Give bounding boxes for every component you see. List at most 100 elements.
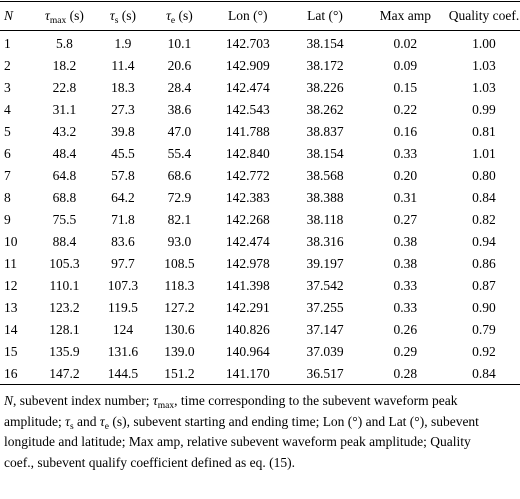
table-cell: 0.82 [472, 212, 496, 227]
table-cell: 142.909 [225, 58, 270, 73]
header-lat: Lat (°) [307, 8, 343, 23]
table-cell: 68.8 [52, 190, 77, 205]
table-cell: 144.5 [107, 366, 139, 381]
table-row: 7 64.8 57.8 68.6 142.772 38.568 0.20 0.80 [0, 165, 520, 187]
table-cell: 0.33 [393, 146, 418, 161]
table-cell: 142.543 [225, 102, 270, 117]
table-row: 10 88.4 83.6 93.0 142.474 38.316 0.38 0.94 [0, 231, 520, 253]
table-row: 16 147.2 144.5 151.2 141.170 36.517 0.28 0.84 [0, 363, 520, 385]
table-cell: 0.31 [393, 190, 418, 205]
table-cell: 36.517 [306, 366, 344, 381]
table-footnote: N, subevent index number; τmax, time cor… [4, 393, 479, 470]
header-quality-coef: Quality coef. [448, 8, 520, 23]
table-body: 1 5.8 1.9 10.1 142.703 38.154 0.02 1.00 2 18.2 11.… [0, 29, 520, 385]
table-cell: 0.84 [472, 366, 496, 381]
table-cell: 131.6 [107, 344, 139, 359]
table-row: 3 22.8 18.3 28.4 142.474 38.226 0.15 1.03 [0, 77, 520, 99]
table-cell: 0.92 [472, 344, 496, 359]
table-row: 11 105.3 97.7 108.5 142.978 39.197 0.38 0.86 [0, 253, 520, 275]
table-cell: 13 [4, 300, 18, 315]
table-cell: 31.1 [52, 102, 77, 117]
table-cell: 0.02 [393, 36, 418, 51]
table-cell: 147.2 [49, 366, 80, 381]
table-cell: 11.4 [111, 58, 135, 73]
header-tau-s: τs (s) [109, 8, 137, 26]
table-cell: 110.1 [49, 278, 80, 293]
table-cell: 0.15 [393, 80, 418, 95]
table-cell: 38.262 [306, 102, 344, 117]
table-cell: 142.474 [225, 80, 270, 95]
table-row: 12 110.1 107.3 118.3 141.398 37.542 0.33 0.87 [0, 275, 520, 297]
table-cell: 1 [4, 36, 11, 51]
table-cell: 142.703 [225, 36, 270, 51]
table-cell: 28.4 [167, 80, 192, 95]
table-cell: 130.6 [164, 322, 195, 337]
table-row: 9 75.5 71.8 82.1 142.268 38.118 0.27 0.82 [0, 209, 520, 231]
table-cell: 0.16 [393, 124, 418, 139]
table-row: 4 31.1 27.3 38.6 142.543 38.262 0.22 0.99 [0, 99, 520, 121]
table-cell: 0.99 [472, 102, 496, 117]
table-cell: 8 [4, 190, 11, 205]
table-cell: 142.772 [225, 168, 270, 183]
table-cell: 12 [4, 278, 18, 293]
table-cell: 64.8 [52, 168, 77, 183]
table-cell: 141.398 [225, 278, 270, 293]
table-cell: 124 [112, 322, 134, 337]
table-cell: 64.2 [111, 190, 135, 205]
bottom-rule [0, 384, 520, 385]
table-cell: 72.9 [167, 190, 192, 205]
table-cell: 38.154 [306, 146, 344, 161]
table-cell: 27.3 [111, 102, 135, 117]
table-cell: 6 [4, 146, 11, 161]
table-cell: 0.33 [393, 300, 418, 315]
table-row: 5 43.2 39.8 47.0 141.788 38.837 0.16 0.81 [0, 121, 520, 143]
table-cell: 142.978 [225, 256, 270, 271]
header-lon: Lon (°) [228, 8, 268, 23]
header-tau-e: τe (s) [166, 8, 193, 26]
header-n: N [4, 8, 14, 23]
table-cell: 1.03 [472, 80, 496, 95]
table-cell: 0.29 [393, 344, 418, 359]
table-cell: 142.474 [225, 234, 270, 249]
table-cell: 4 [4, 102, 11, 117]
table-cell: 37.039 [306, 344, 344, 359]
table-cell: 38.388 [306, 190, 344, 205]
table-cell: 3 [4, 80, 11, 95]
table-cell: 43.2 [52, 124, 77, 139]
table-cell: 82.1 [167, 212, 192, 227]
table-row: 2 18.2 11.4 20.6 142.909 38.172 0.09 1.03 [0, 55, 520, 77]
table-cell: 97.7 [111, 256, 135, 271]
table-row: 6 48.4 45.5 55.4 142.840 38.154 0.33 1.01 [0, 143, 520, 165]
table-cell: 18.2 [52, 58, 77, 73]
table-cell: 38.316 [306, 234, 344, 249]
table-cell: 38.6 [167, 102, 192, 117]
table-cell: 0.33 [393, 278, 418, 293]
table-cell: 128.1 [49, 322, 80, 337]
table-cell: 0.22 [393, 102, 418, 117]
table-cell: 0.38 [393, 256, 418, 271]
table-cell: 1.00 [472, 36, 496, 51]
table-cell: 38.154 [306, 36, 344, 51]
table-cell: 37.542 [306, 278, 344, 293]
table-cell: 9 [4, 212, 11, 227]
subevent-table: N τmax (s) τs (s) τe (s) Lon (°) Lat (°)… [0, 3, 520, 385]
table-cell: 0.81 [472, 124, 496, 139]
table-cell: 0.80 [472, 168, 496, 183]
table-cell: 55.4 [167, 146, 192, 161]
table-cell: 39.8 [111, 124, 135, 139]
table-cell: 16 [4, 366, 18, 381]
header-rule [0, 30, 520, 31]
table-cell: 135.9 [49, 344, 80, 359]
table-cell: 108.5 [164, 256, 195, 271]
table-cell: 2 [4, 58, 11, 73]
table-cell: 0.86 [472, 256, 496, 271]
table-cell: 71.8 [111, 212, 135, 227]
table-cell: 11 [4, 256, 17, 271]
table-cell: 0.09 [393, 58, 418, 73]
table-cell: 107.3 [107, 278, 139, 293]
table-cell: 0.26 [393, 322, 418, 337]
table-cell: 38.226 [306, 80, 344, 95]
table-cell: 83.6 [111, 234, 135, 249]
header-row: N τmax (s) τs (s) τe (s) Lon (°) Lat (°)… [0, 3, 520, 29]
table-cell: 20.6 [167, 58, 192, 73]
